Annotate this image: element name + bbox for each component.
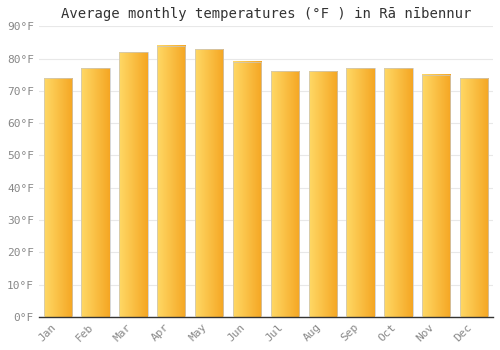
Title: Average monthly temperatures (°F ) in Rā nībennur: Average monthly temperatures (°F ) in Rā… [60,7,471,21]
Bar [346,68,375,317]
Bar [270,71,299,317]
Bar [308,71,337,317]
Bar [44,78,72,317]
Bar [82,68,110,317]
Bar [233,62,261,317]
Bar [384,68,412,317]
Bar [422,75,450,317]
Bar [460,78,488,317]
Bar [119,52,148,317]
Bar [195,49,224,317]
Bar [157,46,186,317]
